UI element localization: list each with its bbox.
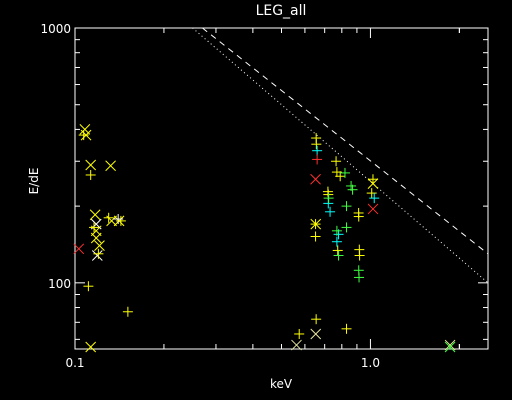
plus-marker-point [331,236,342,247]
plus-marker-point [341,323,352,334]
dashed-reference-line [202,27,489,255]
x-marker-point [105,160,116,172]
plus-marker-point [339,167,350,178]
plus-marker-point [310,219,321,230]
reference-lines [192,27,489,284]
x-marker-point [89,209,101,221]
plus-marker-point [78,130,89,141]
x-tick-label: 1.0 [361,356,380,370]
plus-marker-point [83,281,94,292]
x-marker-point [73,243,85,255]
plus-marker-point [85,169,96,180]
plus-marker-point [89,222,100,233]
plus-marker-point [122,306,133,317]
plus-marker-point [312,154,323,165]
plus-marker-point [332,245,343,256]
x-marker-point [367,203,379,215]
plus-marker-point [354,272,365,283]
plus-marker-point [294,328,305,339]
plus-marker-point [366,188,377,199]
x-tick-label: 0.1 [65,356,84,370]
x-marker-point [291,339,302,351]
x-marker-point [310,173,321,185]
plus-marker-point [341,201,352,212]
data-points [73,124,456,353]
plus-marker-point [312,145,323,156]
x-marker-point [90,232,102,244]
plot-frame [74,27,489,350]
plus-marker-point [93,248,104,259]
chart-title: LEG_all [256,3,307,19]
plus-marker-point [331,156,342,167]
plus-marker-point [310,231,321,242]
y-tick-label: 100 [48,277,71,291]
x-marker-point [91,250,103,261]
x-marker-point [444,339,456,351]
plus-marker-point [331,225,342,236]
plus-marker-point [367,174,378,185]
x-marker-point [310,328,322,340]
x-marker-point [85,159,97,171]
plus-marker-point [113,214,124,225]
plus-marker-point [325,206,336,217]
plus-marker-point [103,212,114,223]
plus-marker-point [311,139,322,150]
plus-marker-point [115,215,126,226]
plus-marker-point [353,211,364,222]
x-marker-point [94,240,105,251]
x-marker-point [85,341,97,353]
plus-marker-point [323,193,334,204]
plus-marker-point [354,250,365,261]
plus-marker-point [311,314,322,325]
plus-marker-point [369,193,380,204]
plus-marker-point [347,184,358,195]
dotted-reference-line [192,27,489,284]
x-marker-point [444,341,456,353]
axis-ticks: 0.1 1.0 100 1000 [40,22,488,370]
plus-marker-point [341,222,352,233]
x-axis-label: keV [270,377,293,391]
plus-marker-point [333,250,344,261]
y-tick-label: 1000 [40,22,71,36]
y-axis-label: E/dE [27,168,41,195]
